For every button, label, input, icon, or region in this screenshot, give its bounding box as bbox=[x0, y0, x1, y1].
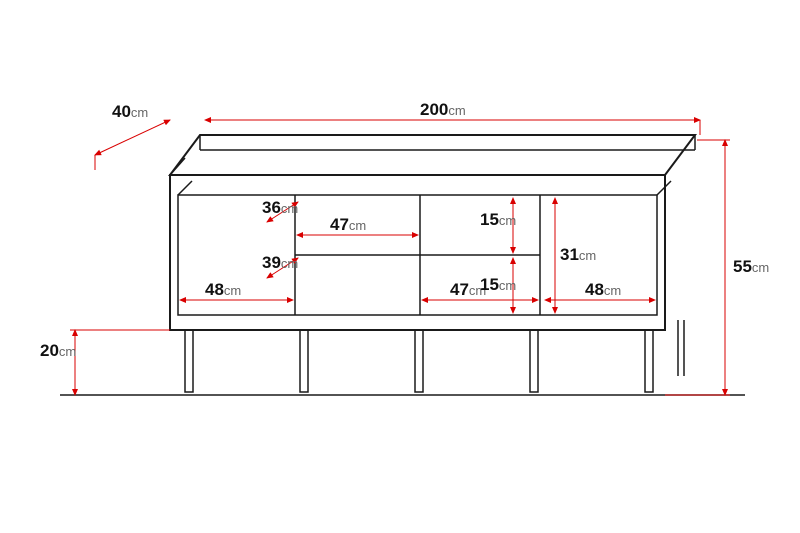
dim-depth bbox=[95, 120, 170, 155]
label-shelf-h2: 15cm bbox=[480, 275, 516, 294]
label-shelf-h1: 15cm bbox=[480, 210, 516, 229]
label-depth: 40cm bbox=[112, 102, 148, 121]
label-depth-36: 36cm bbox=[262, 198, 298, 217]
dimension-labels: 40cm 200cm 55cm 20cm 48cm 47cm 47cm 48cm… bbox=[40, 100, 769, 360]
label-left-w: 48cm bbox=[205, 280, 241, 299]
furniture-dimension-diagram: 40cm 200cm 55cm 20cm 48cm 47cm 47cm 48cm… bbox=[0, 0, 800, 533]
label-total-width: 200cm bbox=[420, 100, 466, 119]
cabinet-outline bbox=[170, 135, 695, 330]
label-comp-h: 31cm bbox=[560, 245, 596, 264]
label-depth-39: 39cm bbox=[262, 253, 298, 272]
label-right-w: 48cm bbox=[585, 280, 621, 299]
label-total-height: 55cm bbox=[733, 257, 769, 276]
label-mid-w-top: 47cm bbox=[330, 215, 366, 234]
label-leg-height: 20cm bbox=[40, 341, 76, 360]
